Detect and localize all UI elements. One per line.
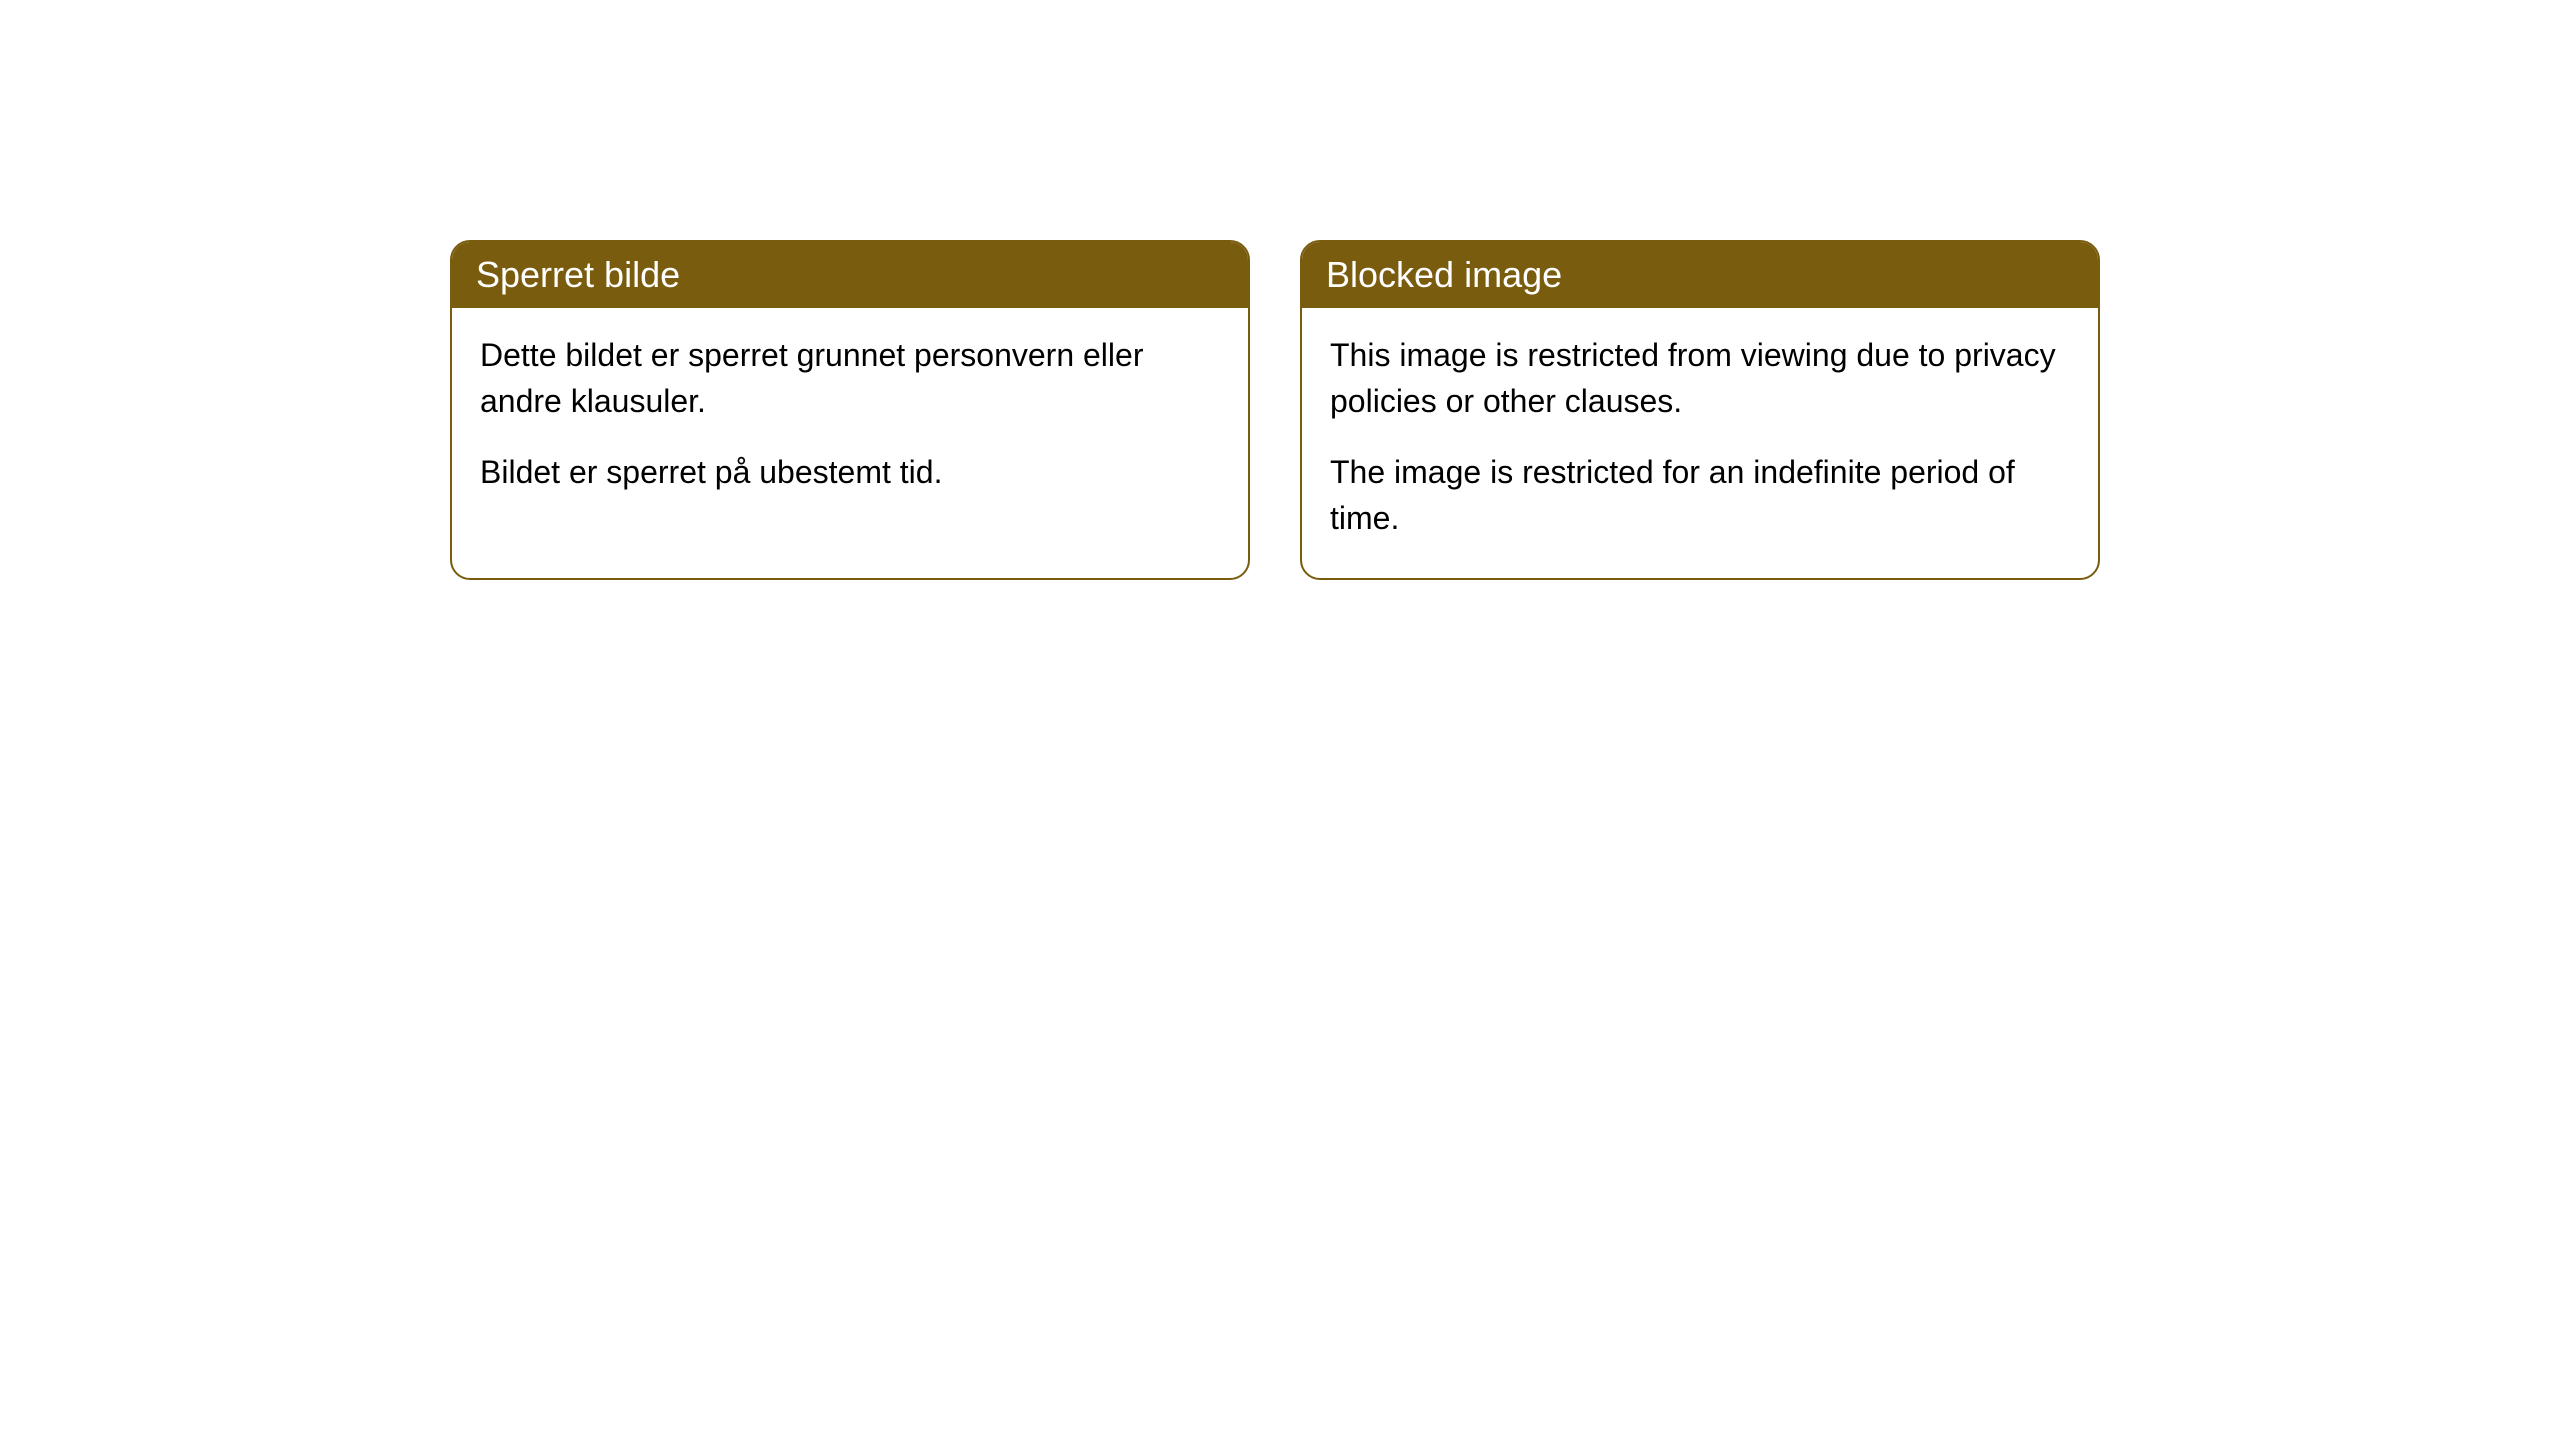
card-paragraph: Bildet er sperret på ubestemt tid.	[480, 449, 1220, 495]
blocked-image-card-english: Blocked image This image is restricted f…	[1300, 240, 2100, 580]
cards-container: Sperret bilde Dette bildet er sperret gr…	[450, 240, 2100, 580]
card-paragraph: This image is restricted from viewing du…	[1330, 332, 2070, 425]
card-title: Sperret bilde	[476, 254, 680, 295]
card-paragraph: The image is restricted for an indefinit…	[1330, 449, 2070, 542]
blocked-image-card-norwegian: Sperret bilde Dette bildet er sperret gr…	[450, 240, 1250, 580]
card-header: Sperret bilde	[452, 242, 1248, 308]
card-paragraph: Dette bildet er sperret grunnet personve…	[480, 332, 1220, 425]
card-title: Blocked image	[1326, 254, 1562, 295]
card-header: Blocked image	[1302, 242, 2098, 308]
card-body: This image is restricted from viewing du…	[1302, 308, 2098, 578]
card-body: Dette bildet er sperret grunnet personve…	[452, 308, 1248, 531]
